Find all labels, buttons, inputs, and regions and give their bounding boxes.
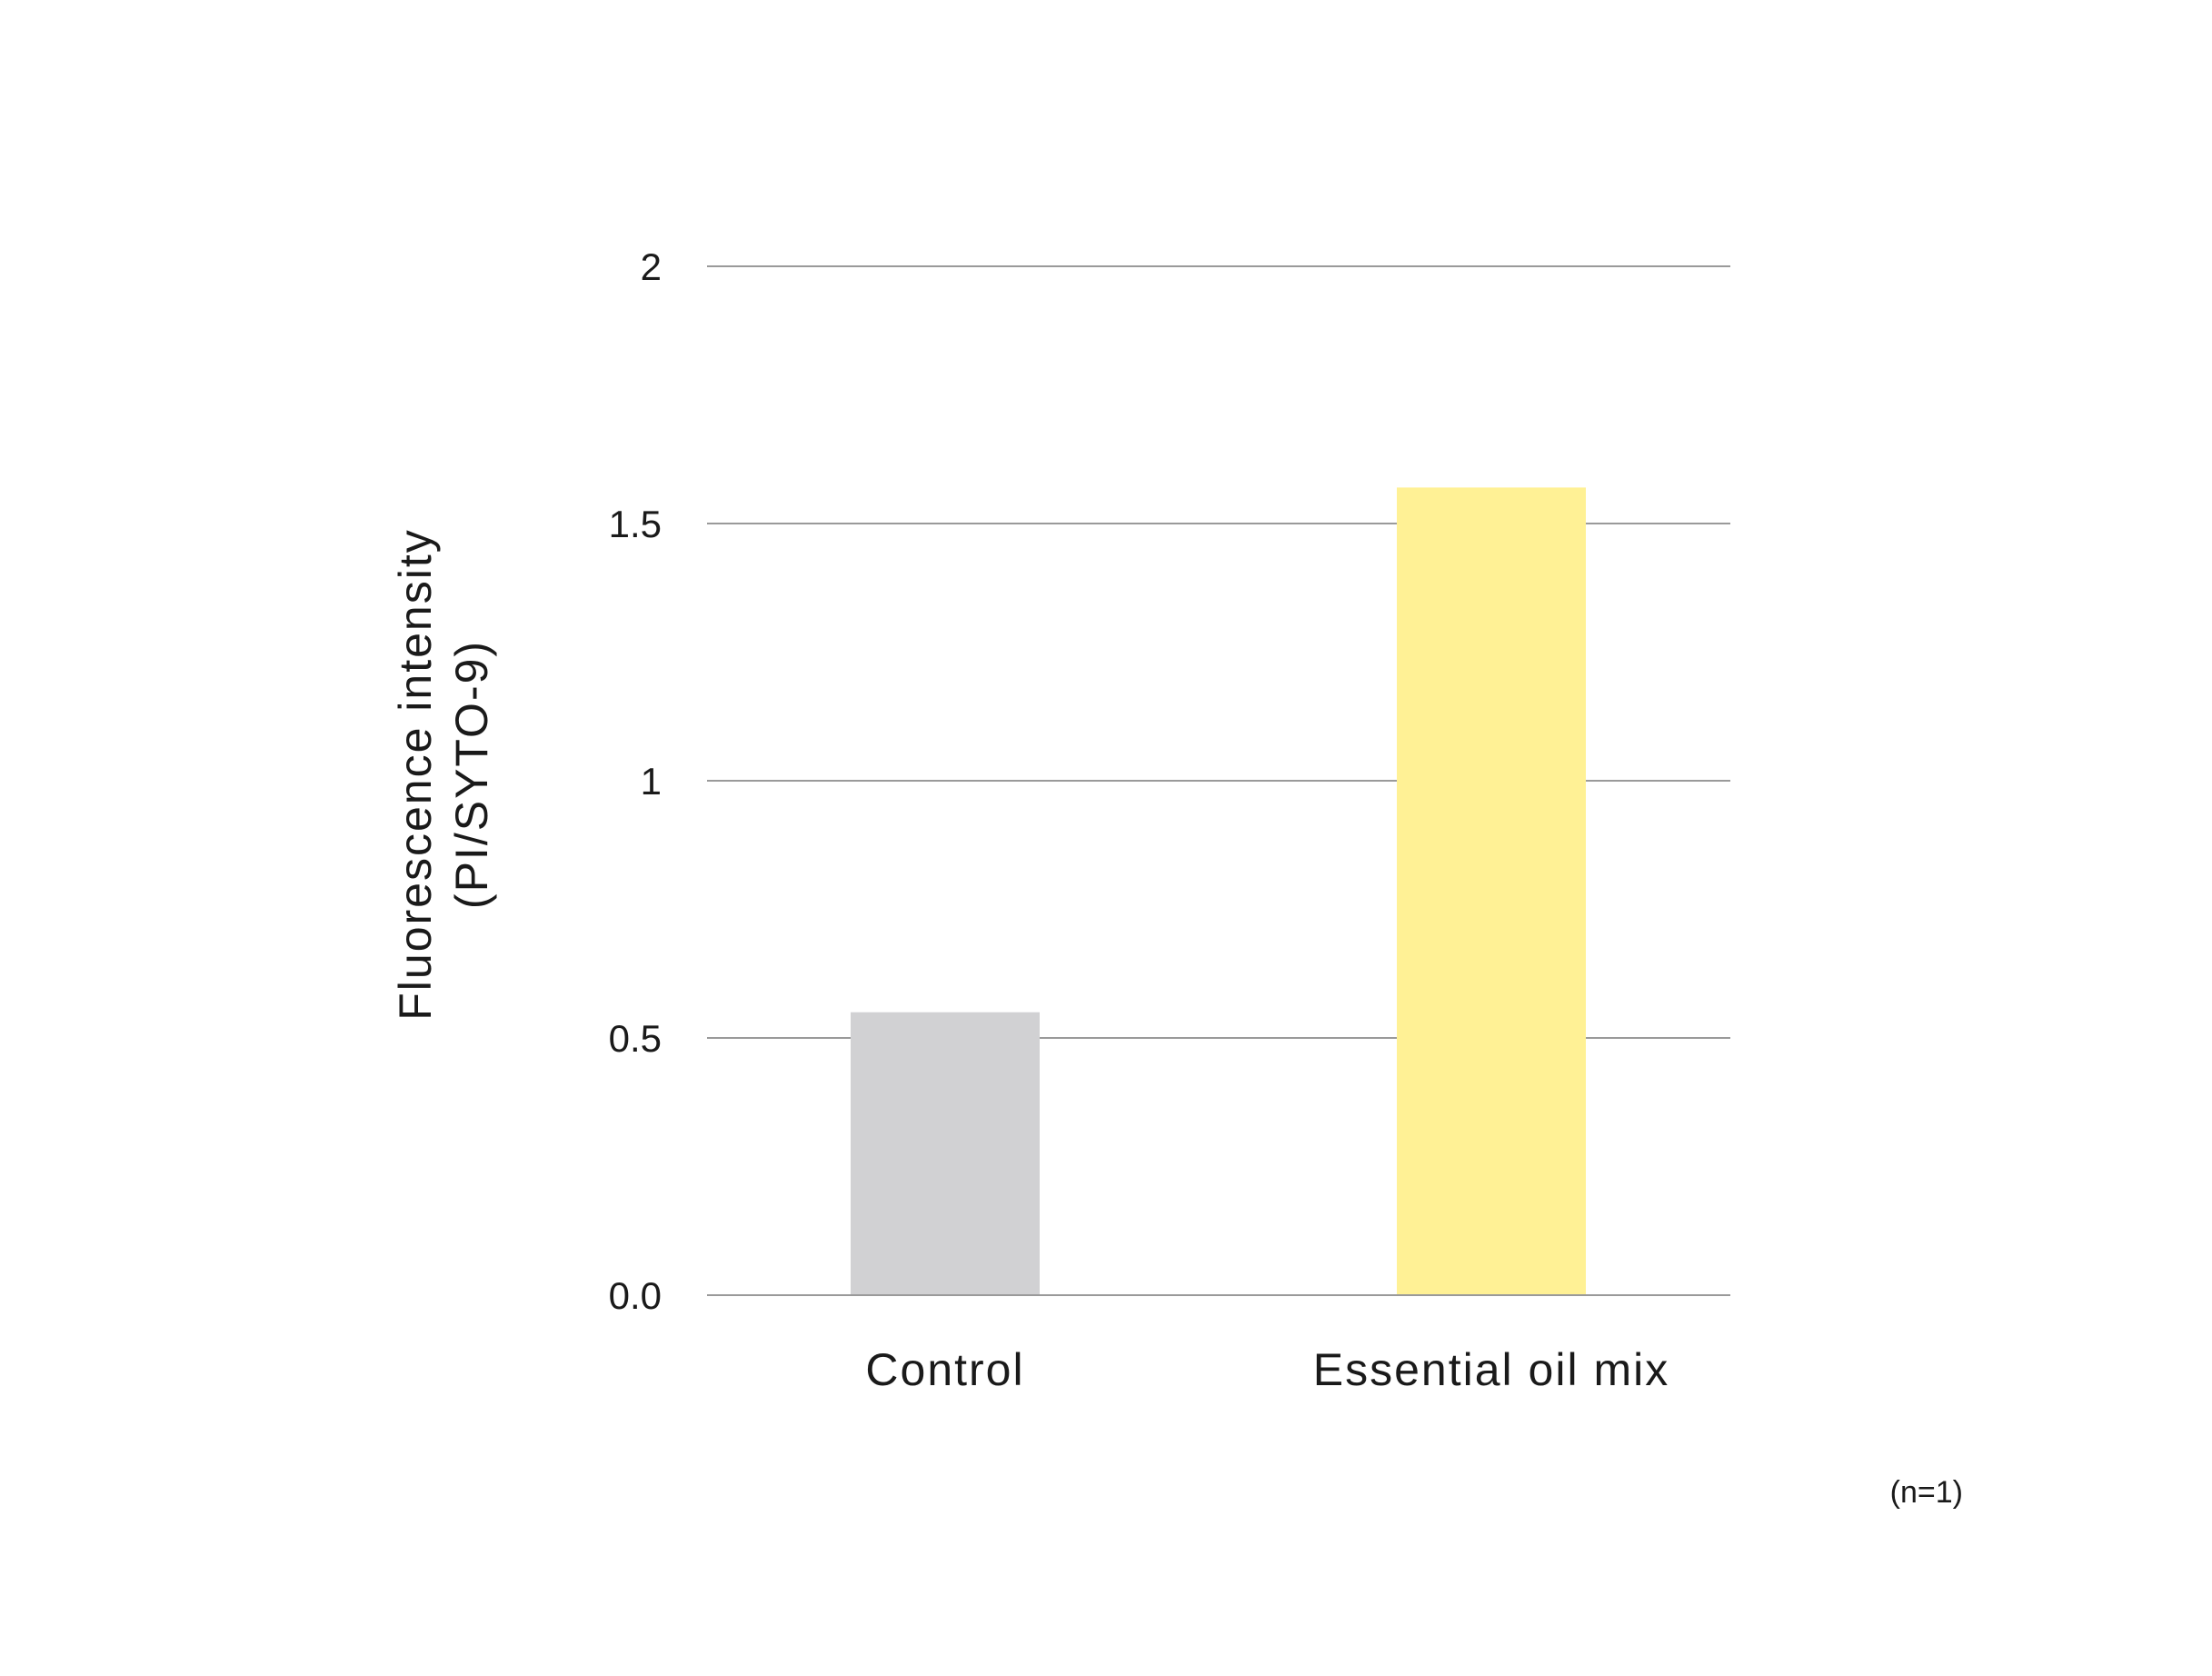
y-tick-label: 1.5 <box>609 503 662 545</box>
y-tick-label: 2 <box>641 245 662 288</box>
category-label-1: Essential oil mix <box>1313 1344 1669 1395</box>
category-label-0: Control <box>865 1344 1024 1395</box>
sample-size-note: (n=1) <box>1890 1475 1963 1510</box>
y-axis-label-line-1: Fluorescence intensity <box>390 528 441 1020</box>
y-tick-label: 0.5 <box>609 1017 662 1060</box>
bars <box>707 487 1730 1296</box>
category-labels: Control Essential oil mix <box>865 1344 1669 1395</box>
bar-1 <box>1397 487 1586 1295</box>
y-tick-label: 0.0 <box>609 1274 662 1317</box>
y-axis-label-line-2: (PI/SYTO-9) <box>446 640 497 909</box>
y-tick-label: 1 <box>641 760 662 803</box>
bar-0 <box>851 1012 1040 1295</box>
y-tick-labels: 0.0 0.5 1 1.5 2 <box>609 245 662 1317</box>
